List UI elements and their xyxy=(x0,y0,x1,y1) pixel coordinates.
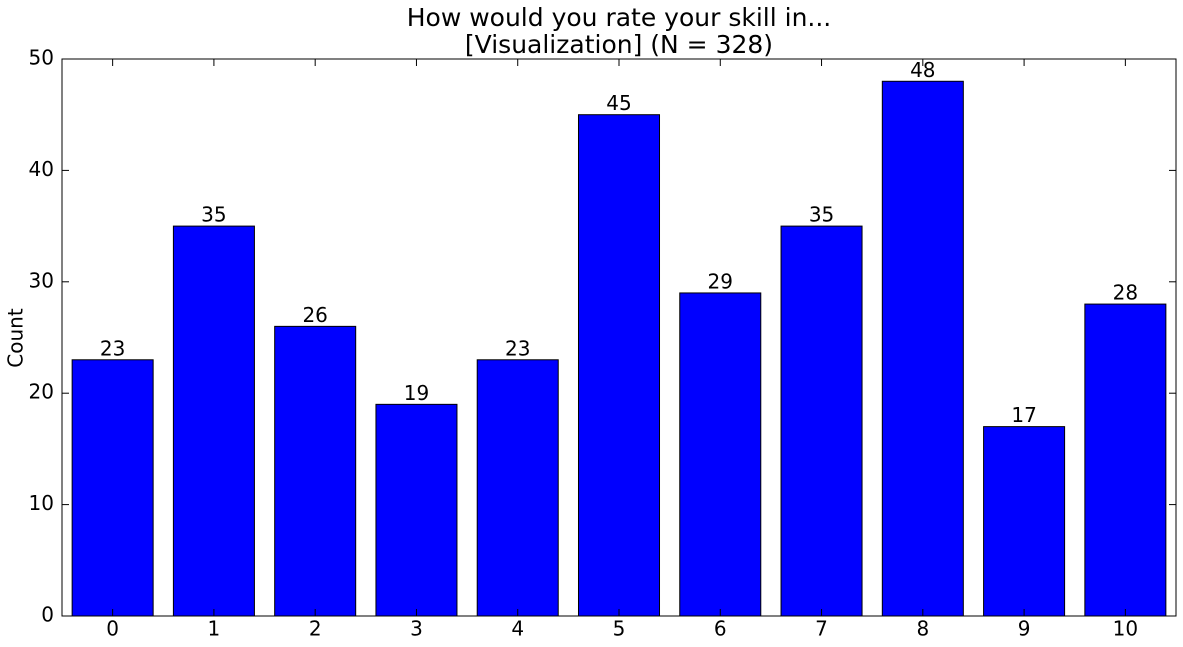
bar xyxy=(983,426,1066,617)
y-tick-label: 0 xyxy=(41,603,54,627)
y-tick-label: 40 xyxy=(29,157,54,181)
value-label: 17 xyxy=(1011,403,1036,427)
plot-frame xyxy=(61,58,1177,617)
value-label: 35 xyxy=(201,203,226,227)
y-tick-label: 20 xyxy=(29,380,54,404)
value-label: 23 xyxy=(505,336,530,360)
y-tick-label: 30 xyxy=(29,268,54,292)
bar xyxy=(375,403,458,617)
value-label: 29 xyxy=(708,269,733,293)
x-tick-label: 3 xyxy=(410,617,423,641)
x-tick-label: 1 xyxy=(208,617,221,641)
bar xyxy=(1084,303,1167,617)
y-axis-label: Count xyxy=(4,308,28,368)
value-label: 45 xyxy=(606,91,631,115)
x-tick-label: 5 xyxy=(613,617,626,641)
value-label: 26 xyxy=(302,303,327,327)
bar xyxy=(679,292,762,617)
x-tick-label: 4 xyxy=(511,617,524,641)
x-tick-label: 10 xyxy=(1113,617,1138,641)
bar xyxy=(780,225,863,617)
x-tick-label: 6 xyxy=(714,617,727,641)
value-label: 19 xyxy=(404,381,429,405)
bar xyxy=(274,325,357,617)
y-tick-label: 10 xyxy=(29,491,54,515)
x-tick-label: 7 xyxy=(815,617,828,641)
chart-subtitle: [Visualization] (N = 328) xyxy=(465,30,773,59)
chart-title: How would you rate your skill in... xyxy=(407,3,832,32)
value-label: 28 xyxy=(1113,281,1138,305)
bar xyxy=(476,359,559,617)
bar xyxy=(577,114,661,617)
x-tick-label: 8 xyxy=(916,617,929,641)
y-tick-label: 50 xyxy=(29,46,54,70)
bar xyxy=(71,359,154,617)
x-tick-label: 9 xyxy=(1018,617,1031,641)
value-label: 23 xyxy=(100,336,125,360)
bar xyxy=(881,80,964,617)
x-tick-label: 0 xyxy=(106,617,119,641)
value-label: 35 xyxy=(809,203,834,227)
bar xyxy=(172,225,255,617)
x-tick-label: 2 xyxy=(309,617,322,641)
